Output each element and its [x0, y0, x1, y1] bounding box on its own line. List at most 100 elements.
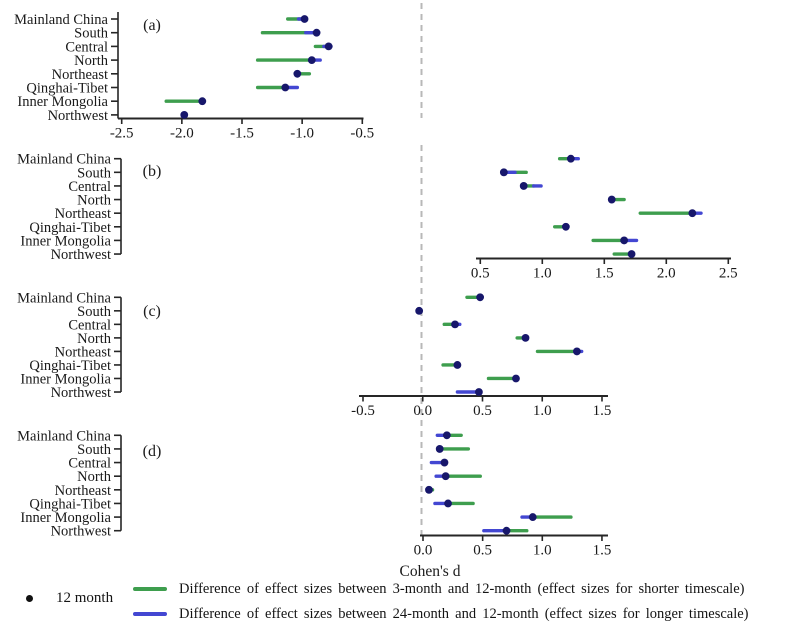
region-label: Mainland China	[14, 12, 108, 28]
region-label: Inner Mongolia	[20, 510, 111, 526]
blue-line-icon	[133, 612, 167, 616]
x-axis-title: Cohen's d	[400, 563, 461, 580]
dot-12month	[307, 56, 316, 64]
row-northeast: Northeast	[55, 344, 584, 360]
dot-12month	[561, 222, 570, 231]
dot-12month	[573, 347, 581, 356]
x-tick-label: 0.5	[473, 543, 492, 559]
row-qinghai-tibet: Qinghai-Tibet	[29, 496, 475, 512]
x-tick-label: 1.0	[533, 266, 552, 282]
region-label: Qinghai-Tibet	[29, 358, 111, 374]
region-label: North	[77, 193, 112, 209]
dot-12month	[453, 361, 462, 369]
row-central: Central	[68, 317, 462, 333]
dot-12month	[444, 499, 452, 508]
legend-blue-item: Difference of effect sizes between 24-mo…	[179, 605, 749, 623]
region-label: Northwest	[48, 108, 108, 124]
panel-letter: (a)	[143, 17, 161, 34]
dot-12month	[502, 526, 511, 535]
row-north: North	[77, 331, 530, 347]
x-tick-label: 1.5	[593, 543, 612, 559]
dot-12month	[442, 431, 451, 440]
dot-12month	[519, 182, 528, 190]
panel-c: -0.5 0.0 0.5 1.0 1.5 (c) Mainland ChinaSouthCe…	[17, 290, 611, 419]
row-mainland-china: Mainland China	[14, 12, 309, 28]
row-north: North	[77, 193, 626, 209]
legend-point-item	[26, 595, 33, 602]
x-tick-label: 0.5	[473, 403, 492, 419]
x-tick-label: -2.5	[110, 126, 134, 142]
panel-letter: (b)	[143, 163, 162, 180]
row-mainland-china: Mainland China	[17, 152, 580, 168]
row-northwest: Northwest	[51, 524, 529, 540]
dot-12month	[415, 306, 424, 315]
panel-a: -2.5 -2.0 -1.5 -1.0 -0.5 (a) Mainland ChinaSou…	[14, 12, 374, 142]
row-south: South	[74, 26, 321, 42]
dot-12month	[451, 320, 459, 329]
x-tick-label: 1.5	[593, 403, 612, 419]
row-northwest: Northwest	[48, 108, 189, 124]
legend-point-label-item: 12 month	[56, 590, 113, 607]
panel-b: 0.5 1.0 1.5 2.0 2.5 (b) Mainland ChinaSouthCen…	[17, 152, 738, 282]
x-tick-label: -0.5	[350, 126, 374, 142]
row-mainland-china: Mainland China	[17, 428, 463, 444]
row-northeast: Northeast	[55, 483, 435, 499]
green-line-icon	[133, 587, 167, 591]
row-south: South	[77, 442, 471, 458]
row-inner-mongolia: Inner Mongolia	[17, 94, 207, 110]
dot-12month	[627, 250, 636, 258]
x-tick-label: -1.0	[290, 126, 314, 142]
region-label: North	[77, 331, 112, 347]
row-south: South	[77, 304, 424, 320]
row-northwest: Northwest	[51, 247, 636, 263]
row-central: Central	[65, 39, 333, 55]
region-label: North	[74, 53, 109, 69]
legend-green-swatch-item	[133, 587, 167, 591]
region-label: Central	[68, 456, 111, 472]
region-label: South	[77, 442, 112, 458]
dot-12month	[281, 83, 290, 92]
row-inner-mongolia: Inner Mongolia	[20, 510, 573, 526]
row-north: North	[77, 469, 482, 485]
region-label: Mainland China	[17, 152, 111, 168]
x-tick-label: 0.5	[471, 266, 490, 282]
dot-12month	[499, 168, 508, 177]
region-label: Qinghai-Tibet	[29, 220, 111, 236]
legend-blue-swatch-item	[133, 612, 167, 616]
x-tick-label: -0.5	[351, 403, 375, 419]
region-label: Central	[68, 179, 111, 195]
dot-12month	[512, 374, 520, 383]
row-south: South	[77, 165, 528, 181]
dot-12month	[324, 42, 333, 51]
region-label: Northwest	[51, 247, 111, 263]
row-northeast: Northeast	[52, 67, 312, 83]
dot-12month	[528, 513, 537, 521]
x-tick-label: 1.0	[533, 543, 552, 559]
row-central: Central	[68, 456, 449, 472]
dot-12month	[425, 485, 433, 494]
x-tick-label: 0.0	[414, 543, 433, 559]
region-label: North	[77, 469, 112, 485]
dot-12month	[198, 97, 207, 106]
region-label: Mainland China	[17, 428, 111, 444]
region-label: Inner Mongolia	[20, 371, 111, 387]
dot-12month	[312, 28, 321, 37]
region-label: Inner Mongolia	[17, 94, 108, 110]
dot-12month	[293, 69, 302, 78]
region-label: Central	[68, 317, 111, 333]
region-label: Mainland China	[17, 290, 111, 306]
dot-12month	[607, 195, 616, 204]
dot-12month	[521, 333, 530, 342]
row-mainland-china: Mainland China	[17, 290, 485, 306]
dot-12month	[440, 458, 449, 467]
row-central: Central	[68, 179, 543, 195]
x-tick-label: 2.5	[719, 266, 738, 282]
dot-12month	[180, 111, 189, 119]
row-inner-mongolia: Inner Mongolia	[20, 233, 639, 249]
panel-letter: (d)	[143, 443, 162, 460]
row-qinghai-tibet: Qinghai-Tibet	[29, 358, 462, 374]
row-qinghai-tibet: Qinghai-Tibet	[29, 220, 570, 236]
region-label: South	[77, 304, 112, 320]
